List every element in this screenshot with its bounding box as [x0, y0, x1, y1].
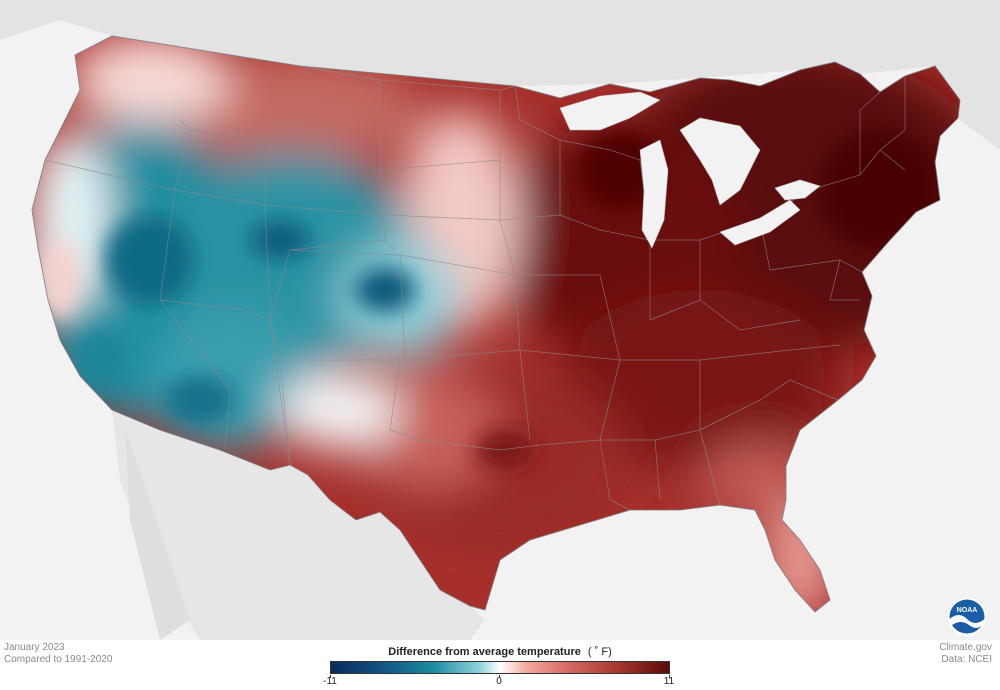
legend-colorbar — [330, 661, 670, 674]
legend-min-label: -11 — [323, 676, 337, 687]
legend-mid-label: 0 — [496, 676, 502, 687]
great-lakes — [559, 91, 821, 249]
state-boundaries — [31, 35, 961, 613]
map-baseline: Compared to 1991-2020 — [4, 654, 113, 665]
data-source: Data: NCEI — [941, 654, 992, 665]
legend-tick-mid — [499, 675, 500, 678]
legend-max-label: 11 — [663, 676, 675, 687]
map-meta: January 2023 Compared to 1991-2020 — [4, 642, 112, 666]
map-svg: NOAA — [0, 0, 1000, 640]
noaa-logo-text: NOAA — [957, 607, 978, 614]
surrounding-land — [0, 0, 1000, 640]
map-credits: Climate.gov Data: NCEI — [939, 642, 992, 666]
legend-title: Difference from average temperature ( ˚ … — [330, 646, 670, 658]
map-footer: January 2023 Compared to 1991-2020 Diffe… — [0, 640, 1000, 690]
source-site: Climate.gov — [939, 642, 992, 653]
temperature-anomaly-map: NOAA — [0, 0, 1000, 640]
legend-tick-min — [330, 675, 331, 678]
map-date: January 2023 — [4, 642, 65, 653]
legend-title-text: Difference from average temperature — [388, 646, 581, 658]
legend-tick-max — [669, 675, 670, 678]
legend-unit: ( ˚ F) — [587, 646, 612, 658]
noaa-logo-icon: NOAA — [948, 598, 986, 637]
